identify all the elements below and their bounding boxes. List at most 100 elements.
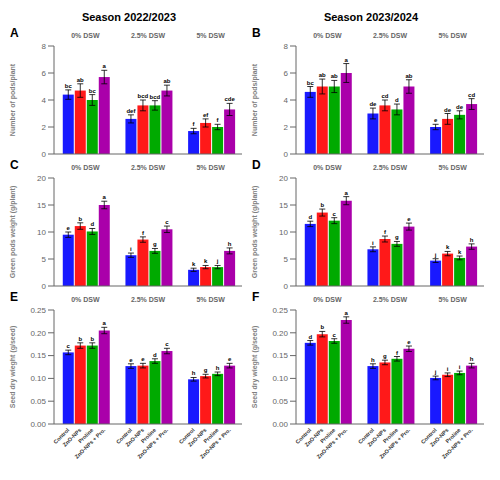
svg-text:0.10: 0.10 (30, 374, 46, 383)
svg-text:0.20: 0.20 (272, 329, 288, 338)
svg-text:10: 10 (37, 228, 46, 237)
svg-text:6: 6 (42, 69, 47, 78)
svg-text:5% DSW: 5% DSW (438, 296, 467, 303)
svg-text:e: e (129, 357, 133, 363)
svg-text:4: 4 (284, 96, 289, 105)
svg-text:h: h (470, 356, 474, 362)
svg-text:ab: ab (331, 73, 338, 79)
svg-text:0.15: 0.15 (30, 351, 46, 360)
svg-text:15: 15 (279, 201, 288, 210)
svg-text:ab: ab (77, 77, 84, 83)
svg-text:e: e (434, 117, 438, 123)
svg-text:a: a (103, 194, 107, 200)
svg-text:d: d (308, 214, 312, 220)
svg-text:h: h (228, 241, 232, 247)
svg-text:b: b (78, 336, 82, 342)
svg-text:de: de (444, 107, 452, 113)
svg-text:j: j (434, 252, 437, 258)
svg-text:5% DSW: 5% DSW (196, 296, 225, 303)
svg-text:0: 0 (42, 150, 47, 158)
svg-text:0% DSW: 0% DSW (71, 164, 100, 171)
svg-text:f: f (142, 230, 145, 236)
svg-text:g: g (204, 367, 208, 373)
svg-text:0.10: 0.10 (272, 374, 288, 383)
svg-text:def: def (126, 108, 136, 114)
svg-text:0: 0 (42, 282, 47, 290)
svg-text:2.5% DSW: 2.5% DSW (131, 32, 166, 39)
svg-text:5% DSW: 5% DSW (438, 164, 467, 171)
svg-text:h: h (470, 237, 474, 243)
svg-text:2.5% DSW: 2.5% DSW (131, 296, 166, 303)
svg-text:e: e (228, 356, 232, 362)
svg-text:2.5% DSW: 2.5% DSW (373, 296, 408, 303)
svg-text:a: a (103, 320, 107, 326)
svg-text:2: 2 (42, 123, 47, 132)
svg-text:0% DSW: 0% DSW (71, 296, 100, 303)
svg-text:j: j (216, 258, 219, 264)
svg-text:bc: bc (65, 83, 73, 89)
svg-text:g: g (383, 353, 387, 359)
svg-text:d: d (153, 352, 157, 358)
svg-text:8: 8 (284, 42, 289, 51)
svg-text:ab: ab (319, 72, 326, 78)
svg-text:a: a (103, 63, 107, 69)
svg-text:f: f (384, 229, 387, 235)
svg-text:5% DSW: 5% DSW (438, 32, 467, 39)
svg-text:ZnO-NPs + Pro.: ZnO-NPs + Pro. (441, 427, 474, 460)
svg-text:ZnO-NPs + Pro.: ZnO-NPs + Pro. (199, 427, 232, 460)
svg-text:a: a (345, 190, 349, 196)
svg-text:5: 5 (284, 255, 289, 264)
svg-text:i: i (459, 364, 461, 370)
svg-text:f: f (193, 121, 196, 127)
svg-text:a: a (345, 310, 349, 316)
svg-text:0.00: 0.00 (272, 420, 288, 429)
svg-text:5: 5 (42, 255, 47, 264)
svg-text:0.05: 0.05 (30, 397, 46, 406)
svg-text:bc: bc (89, 88, 97, 94)
svg-text:0.15: 0.15 (272, 351, 288, 360)
svg-text:0% DSW: 0% DSW (313, 32, 342, 39)
svg-text:de: de (456, 104, 464, 110)
svg-text:e: e (141, 356, 145, 362)
svg-text:g: g (153, 241, 157, 247)
svg-text:c: c (67, 343, 71, 349)
svg-text:Number of pods/plant: Number of pods/plant (9, 63, 17, 136)
svg-text:0: 0 (284, 150, 289, 158)
svg-text:0.25: 0.25 (30, 306, 46, 315)
svg-text:c: c (165, 341, 169, 347)
svg-text:i: i (447, 366, 449, 372)
svg-text:0.25: 0.25 (272, 306, 288, 315)
svg-text:cde: cde (224, 96, 235, 102)
svg-text:0.05: 0.05 (272, 397, 288, 406)
svg-text:5% DSW: 5% DSW (196, 164, 225, 171)
svg-text:0: 0 (284, 282, 289, 290)
svg-text:2: 2 (284, 123, 289, 132)
svg-text:Green pods weight (g/plant): Green pods weight (g/plant) (9, 186, 17, 279)
svg-text:20: 20 (37, 174, 46, 183)
svg-text:0.00: 0.00 (30, 420, 46, 429)
svg-text:c: c (333, 211, 337, 217)
svg-text:k: k (446, 244, 450, 250)
svg-text:d: d (90, 221, 94, 227)
svg-text:e: e (407, 339, 411, 345)
svg-text:5% DSW: 5% DSW (196, 32, 225, 39)
svg-text:i: i (130, 246, 132, 252)
svg-text:i: i (372, 240, 374, 246)
svg-text:bcd: bcd (150, 94, 161, 100)
svg-text:Seed dry wieght (g/seed): Seed dry wieght (g/seed) (9, 326, 17, 408)
svg-text:e: e (67, 225, 71, 231)
svg-text:b: b (320, 202, 324, 208)
svg-text:cd: cd (468, 92, 475, 98)
svg-text:de: de (369, 101, 377, 107)
svg-text:bc: bc (307, 80, 315, 86)
svg-text:ZnO-NPs + Pro.: ZnO-NPs + Pro. (136, 427, 169, 460)
svg-text:k: k (204, 258, 208, 264)
svg-text:4: 4 (42, 96, 47, 105)
svg-text:k: k (458, 249, 462, 255)
svg-text:b: b (320, 324, 324, 330)
svg-text:h: h (192, 370, 196, 376)
svg-text:ab: ab (163, 78, 170, 84)
svg-text:cd: cd (381, 93, 388, 99)
svg-text:d: d (308, 334, 312, 340)
svg-text:e: e (407, 216, 411, 222)
